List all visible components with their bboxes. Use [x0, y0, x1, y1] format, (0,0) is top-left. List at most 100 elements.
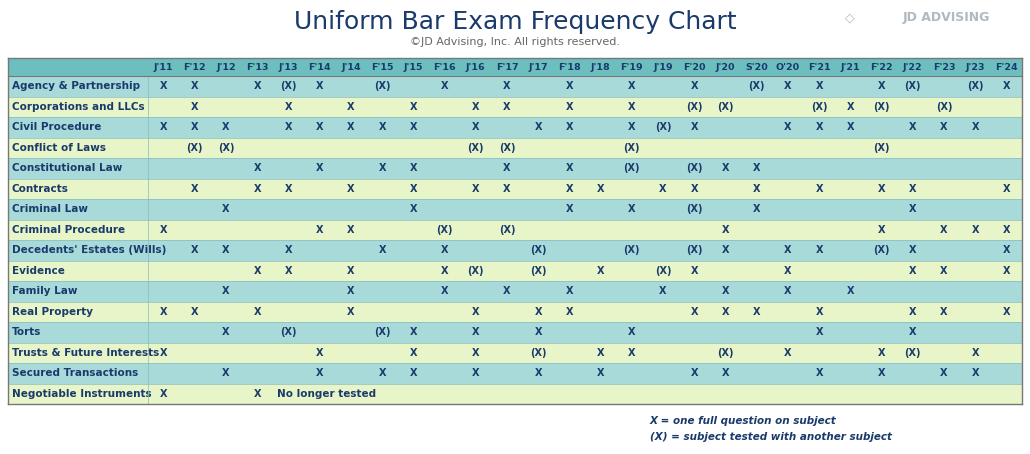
- Text: X: X: [160, 81, 167, 91]
- Text: X: X: [284, 266, 293, 276]
- Text: (X): (X): [437, 225, 453, 235]
- Text: X: X: [192, 307, 199, 317]
- Text: X = one full question on subject: X = one full question on subject: [650, 416, 836, 426]
- Bar: [8, 363, 1022, 384]
- Text: Torts: Torts: [12, 327, 41, 337]
- Text: X: X: [596, 266, 605, 276]
- Bar: [8, 117, 1022, 138]
- Text: X: X: [284, 245, 293, 255]
- Text: X: X: [784, 348, 792, 358]
- Text: X: X: [847, 102, 854, 112]
- Text: X: X: [722, 245, 729, 255]
- Text: J'14: J'14: [341, 63, 360, 71]
- Bar: [8, 384, 1022, 404]
- Bar: [8, 261, 1022, 281]
- Text: (X): (X): [749, 81, 765, 91]
- Text: J'17: J'17: [528, 63, 548, 71]
- Text: ©JD Advising, Inc. All rights reserved.: ©JD Advising, Inc. All rights reserved.: [410, 37, 620, 47]
- Text: X: X: [722, 225, 729, 235]
- Text: X: X: [253, 266, 261, 276]
- Text: X: X: [504, 81, 511, 91]
- Text: (X): (X): [623, 245, 640, 255]
- Text: X: X: [971, 348, 978, 358]
- Bar: [8, 322, 1022, 342]
- Text: X: X: [596, 368, 605, 378]
- Text: X: X: [878, 348, 886, 358]
- Text: (X): (X): [935, 102, 952, 112]
- Text: Evidence: Evidence: [12, 266, 65, 276]
- Text: X: X: [378, 163, 386, 173]
- Text: X: X: [565, 286, 573, 296]
- Text: X: X: [690, 368, 698, 378]
- Text: X: X: [909, 122, 917, 132]
- Text: F'21: F'21: [808, 63, 830, 71]
- Text: Real Property: Real Property: [12, 307, 93, 317]
- Text: (X): (X): [529, 266, 547, 276]
- Text: X: X: [535, 368, 542, 378]
- Text: X: X: [284, 122, 293, 132]
- Text: X: X: [441, 286, 448, 296]
- Text: (X): (X): [873, 102, 890, 112]
- Text: X: X: [878, 368, 886, 378]
- Text: X: X: [410, 348, 417, 358]
- Text: X: X: [628, 122, 636, 132]
- Text: X: X: [504, 102, 511, 112]
- Text: (X): (X): [811, 102, 827, 112]
- Text: X: X: [1002, 245, 1010, 255]
- Text: F'18: F'18: [558, 63, 581, 71]
- Text: X: X: [284, 102, 293, 112]
- Text: (X): (X): [904, 348, 921, 358]
- Text: X: X: [816, 245, 823, 255]
- Text: X: X: [472, 327, 480, 337]
- Text: X: X: [753, 184, 760, 194]
- Text: X: X: [378, 245, 386, 255]
- Text: X: X: [504, 184, 511, 194]
- Text: (X): (X): [873, 245, 890, 255]
- Text: X: X: [441, 245, 448, 255]
- Text: X: X: [878, 184, 886, 194]
- Text: X: X: [192, 122, 199, 132]
- Text: F'16: F'16: [434, 63, 456, 71]
- Text: X: X: [753, 307, 760, 317]
- Bar: [8, 281, 1022, 301]
- Text: X: X: [316, 368, 323, 378]
- Text: (X): (X): [686, 204, 702, 214]
- Text: Criminal Procedure: Criminal Procedure: [12, 225, 125, 235]
- Text: X: X: [378, 368, 386, 378]
- Text: (X): (X): [280, 327, 297, 337]
- Text: Civil Procedure: Civil Procedure: [12, 122, 101, 132]
- Text: X: X: [690, 266, 698, 276]
- Text: J'19: J'19: [653, 63, 673, 71]
- Text: Contracts: Contracts: [12, 184, 69, 194]
- Text: X: X: [347, 307, 354, 317]
- Text: X: X: [847, 286, 854, 296]
- Text: X: X: [816, 81, 823, 91]
- Bar: [8, 178, 1022, 199]
- Text: X: X: [565, 307, 573, 317]
- Text: (X): (X): [217, 143, 234, 153]
- Text: X: X: [659, 286, 666, 296]
- Text: X: X: [753, 163, 760, 173]
- Text: X: X: [316, 348, 323, 358]
- Text: X: X: [971, 225, 978, 235]
- Text: X: X: [940, 368, 948, 378]
- Text: X: X: [1002, 81, 1010, 91]
- Text: X: X: [1002, 225, 1010, 235]
- Bar: [8, 342, 1022, 363]
- Text: (X): (X): [623, 163, 640, 173]
- Text: (X): (X): [186, 143, 203, 153]
- Text: X: X: [690, 184, 698, 194]
- Text: X: X: [472, 184, 480, 194]
- Text: X: X: [410, 122, 417, 132]
- Text: X: X: [472, 368, 480, 378]
- Text: (X): (X): [529, 245, 547, 255]
- Text: F'22: F'22: [870, 63, 893, 71]
- Text: Conflict of Laws: Conflict of Laws: [12, 143, 106, 153]
- Text: (X): (X): [468, 266, 484, 276]
- Text: Constitutional Law: Constitutional Law: [12, 163, 123, 173]
- Text: X: X: [253, 389, 261, 399]
- Text: X: X: [909, 184, 917, 194]
- Text: X: X: [535, 122, 542, 132]
- Text: X: X: [253, 184, 261, 194]
- Text: (X): (X): [499, 225, 515, 235]
